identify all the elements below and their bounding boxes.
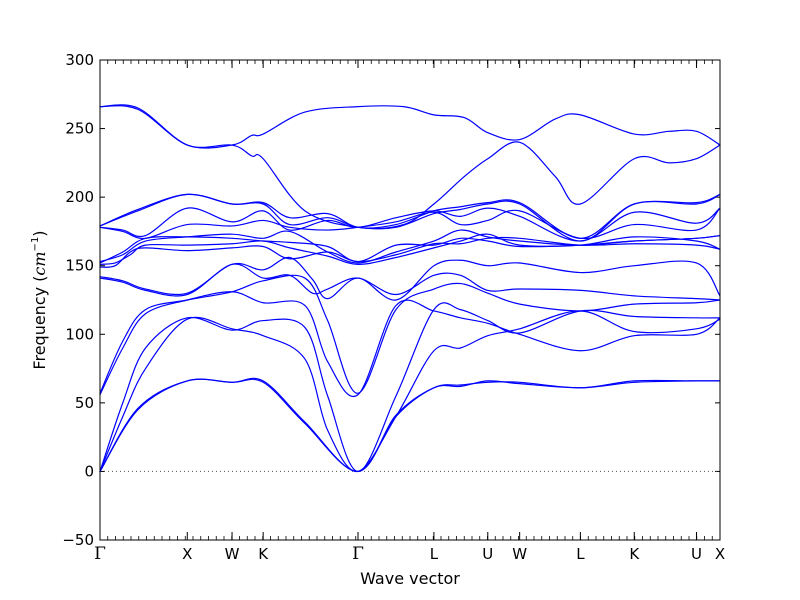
xtick-label: L (576, 545, 585, 563)
xtick-label: X (715, 545, 725, 563)
xtick-label: W (225, 545, 240, 563)
band-line-8 (99, 256, 721, 301)
y-axis-label-prefix: Frequency ( (30, 276, 49, 370)
ytick-label: 300 (65, 51, 94, 69)
xtick-label: U (482, 545, 493, 563)
xtick-label: U (691, 545, 702, 563)
band-line-1 (99, 378, 721, 473)
ytick-label: 150 (65, 257, 94, 275)
y-axis-label-unit: cm (30, 251, 49, 275)
band-line-4 (99, 302, 721, 473)
xtick-label: K (258, 545, 269, 563)
band-line-6 (99, 274, 721, 394)
band-line-17 (99, 104, 721, 230)
band-line-18 (99, 105, 721, 149)
y-axis-label: Frequency (cm−1) (30, 230, 49, 369)
band-line-2 (99, 377, 721, 473)
ytick-label: 0 (84, 462, 94, 480)
xtick-label: W (512, 545, 527, 563)
xtick-label: K (629, 545, 640, 563)
band-line-16 (99, 193, 721, 239)
xtick-label: L (430, 545, 439, 563)
band-line-11 (99, 234, 721, 264)
y-axis-label-exponent: −1 (30, 237, 41, 252)
minor-tick-marks (99, 60, 721, 540)
ytick-label: 100 (65, 325, 94, 343)
plot-frame (99, 59, 721, 541)
ytick-labels: −50 0 50 100 150 200 250 300 (62, 51, 94, 549)
xtick-label: X (182, 545, 192, 563)
xtick-label: Γ (94, 544, 106, 564)
band-line-10 (99, 233, 721, 265)
ytick-label: −50 (62, 531, 94, 549)
band-series (99, 104, 721, 473)
x-axis-label: Wave vector (360, 569, 460, 588)
band-line-7 (99, 263, 721, 301)
ytick-label: 50 (75, 394, 94, 412)
xtick-label: Γ (352, 544, 364, 564)
band-line-5 (99, 291, 721, 398)
band-line-3 (99, 310, 721, 473)
band-line-12 (99, 229, 721, 264)
ytick-label: 200 (65, 188, 94, 206)
ytick-label: 250 (65, 120, 94, 138)
y-axis-label-suffix: ) (30, 230, 49, 236)
